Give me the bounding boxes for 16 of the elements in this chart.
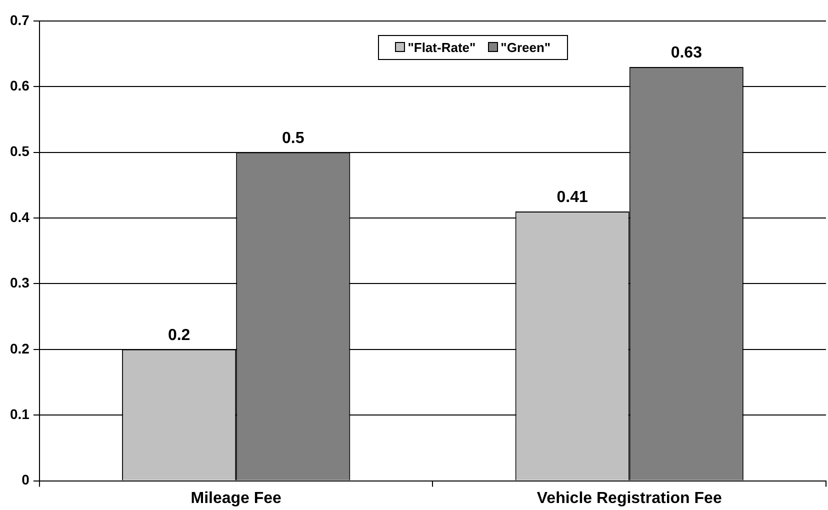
y-tick-label: 0.4 xyxy=(10,208,30,225)
data-label: 0.63 xyxy=(670,44,702,62)
y-tick-label: 0.6 xyxy=(10,78,30,94)
data-label: 0.41 xyxy=(556,188,588,206)
y-tick-label: 0.2 xyxy=(10,340,30,356)
legend-label: "Flat-Rate" xyxy=(406,40,476,55)
y-tick-label: 0.7 xyxy=(10,12,30,28)
legend-label: "Green" xyxy=(500,40,551,55)
y-tick-label: 0.3 xyxy=(10,274,30,291)
data-label: 0.5 xyxy=(282,130,304,147)
x-tick-label: Mileage Fee xyxy=(190,490,282,507)
data-label: 0.2 xyxy=(168,326,190,344)
y-tick-label: 0 xyxy=(22,472,30,488)
x-tick-label: Vehicle Registration Fee xyxy=(536,490,722,507)
y-tick-label: 0.1 xyxy=(10,406,30,422)
y-tick-label: 0.5 xyxy=(10,143,30,160)
